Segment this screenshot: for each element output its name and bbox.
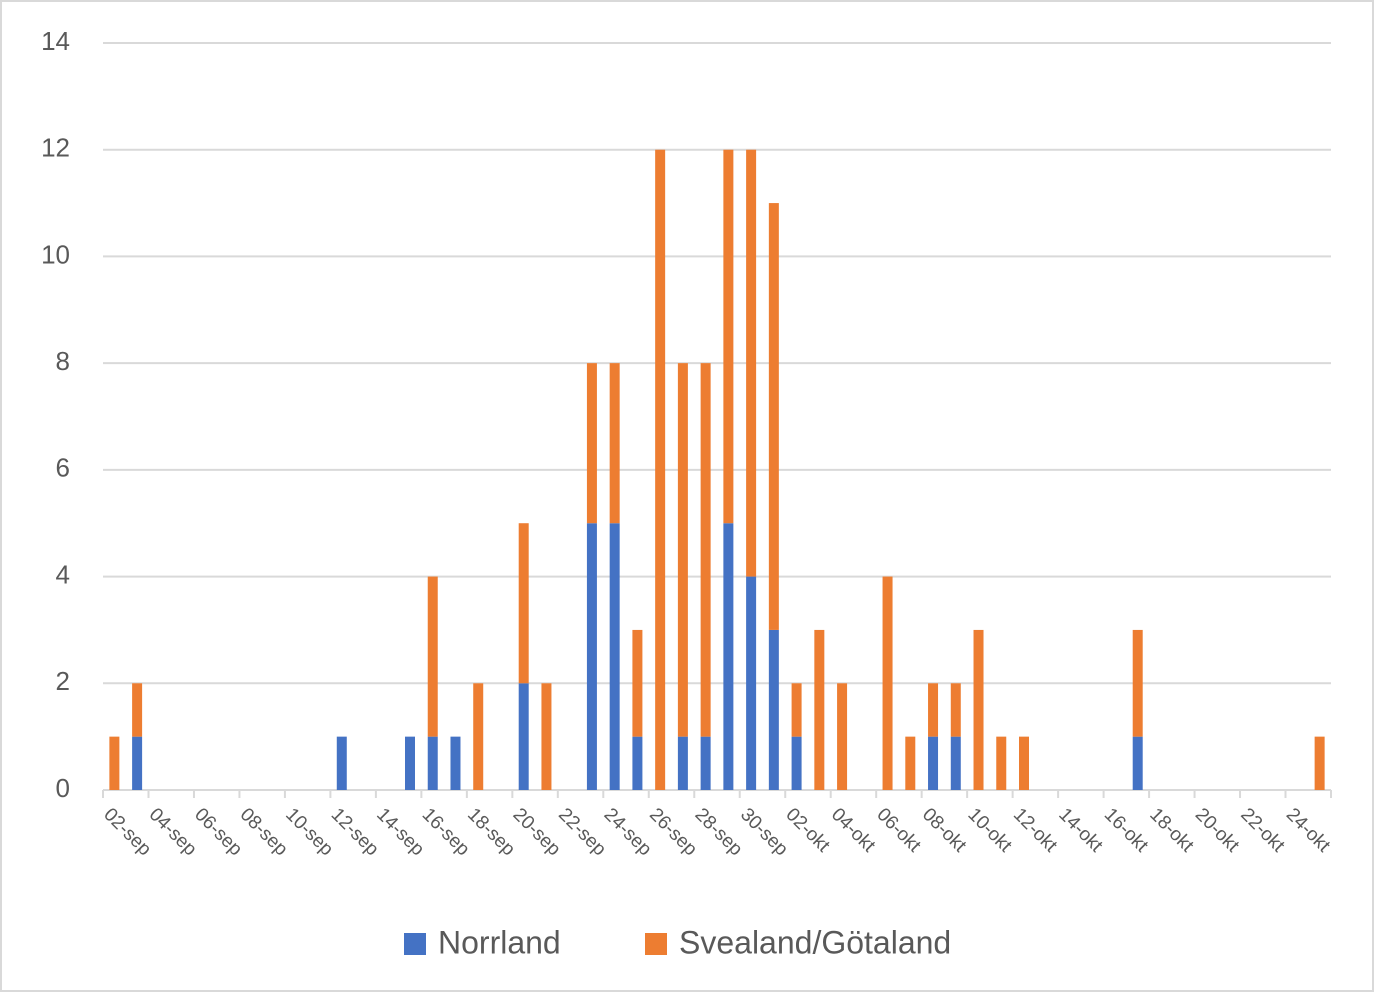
- bar: [405, 736, 415, 790]
- bar: [632, 629, 643, 737]
- legend-label: Svealand/Götaland: [679, 924, 951, 960]
- bar: [928, 736, 939, 790]
- bar: [1314, 736, 1325, 790]
- bar: [632, 736, 643, 790]
- bar: [700, 736, 711, 790]
- bar: [768, 203, 779, 630]
- bar: [518, 683, 529, 790]
- bar: [746, 149, 757, 577]
- bar: [427, 736, 438, 790]
- bar: [1132, 736, 1143, 790]
- bar: [677, 363, 688, 737]
- bar: [541, 683, 552, 790]
- bar: [950, 736, 961, 790]
- bar: [905, 736, 916, 790]
- bar: [746, 576, 757, 790]
- y-tick-label: 6: [56, 453, 70, 483]
- bar: [791, 736, 802, 790]
- bar: [450, 736, 461, 790]
- bar: [586, 363, 597, 524]
- bar: [132, 683, 143, 737]
- bar: [609, 523, 620, 790]
- bar: [1019, 736, 1029, 790]
- bar: [950, 683, 961, 737]
- y-tick-label: 10: [41, 239, 70, 269]
- bar: [791, 683, 802, 737]
- bar: [973, 629, 984, 790]
- bar: [814, 629, 825, 790]
- bar: [609, 363, 620, 524]
- y-tick-label: 0: [56, 773, 70, 803]
- legend-label: Norrland: [438, 924, 561, 960]
- bar: [677, 736, 688, 790]
- bar: [132, 736, 143, 790]
- bar: [928, 683, 939, 737]
- y-tick-label: 2: [56, 666, 70, 696]
- bar: [723, 523, 734, 790]
- bar: [336, 736, 347, 790]
- bar: [518, 523, 529, 684]
- y-tick-label: 8: [56, 346, 70, 376]
- y-tick-label: 4: [56, 559, 70, 589]
- bar: [109, 736, 120, 790]
- bar: [882, 576, 893, 790]
- y-tick-label: 14: [41, 26, 70, 56]
- bar: [1132, 629, 1143, 737]
- bar: [723, 149, 734, 524]
- bar: [586, 523, 597, 790]
- legend-swatch: [404, 933, 426, 955]
- bar: [473, 683, 484, 790]
- bar: [837, 683, 848, 790]
- y-tick-label: 12: [41, 133, 70, 163]
- bar: [700, 363, 711, 737]
- bar: [768, 629, 779, 790]
- bar: [427, 576, 438, 737]
- bar: [655, 149, 666, 790]
- bar: [996, 736, 1007, 790]
- legend-swatch: [645, 933, 667, 955]
